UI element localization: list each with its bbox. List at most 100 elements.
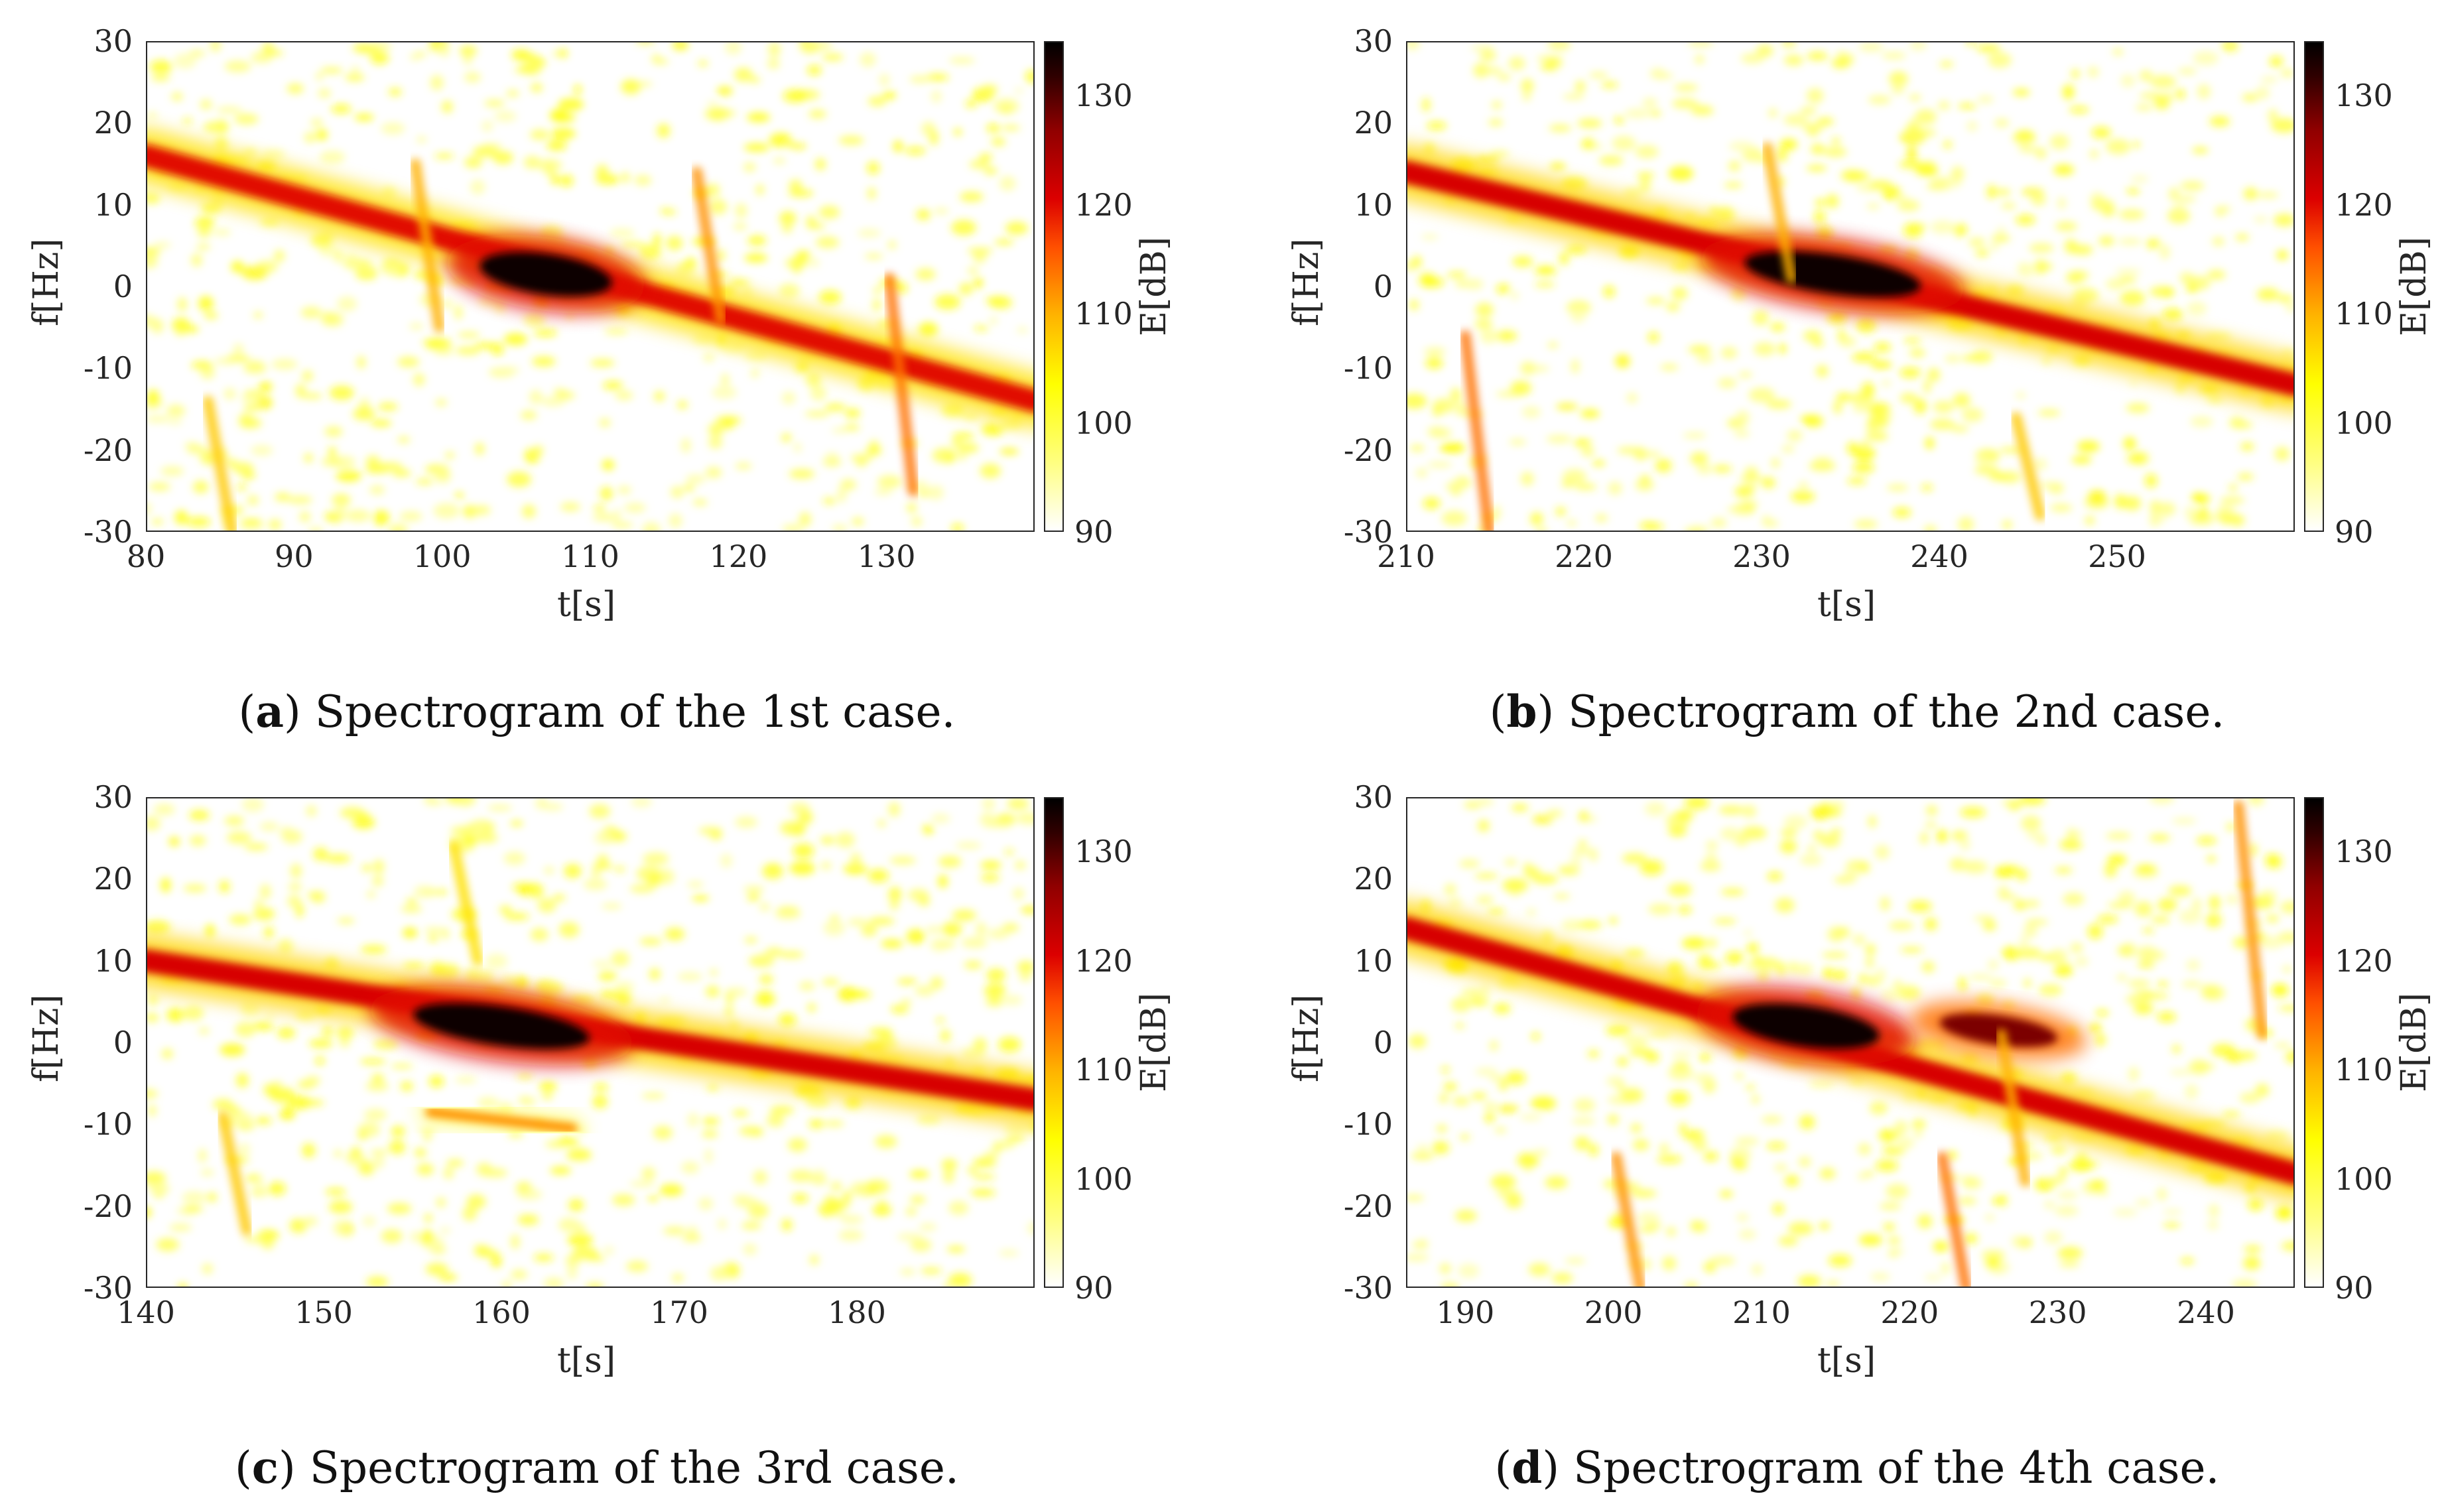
y-tick-label: 20: [94, 105, 133, 141]
noise-speck: [224, 816, 245, 826]
noise-speck: [2154, 95, 2170, 110]
noise-speck: [852, 517, 864, 526]
noise-speck: [290, 863, 302, 879]
noise-speck: [766, 1113, 785, 1127]
noise-speck: [149, 60, 173, 74]
heatmap-area: [146, 797, 1035, 1288]
noise-speck: [1783, 814, 1808, 830]
noise-speck: [419, 1229, 434, 1245]
noise-speck: [2248, 843, 2258, 857]
noise-speck: [866, 161, 880, 174]
noise-speck: [1766, 1142, 1787, 1150]
caption-text: Spectrogram of the 4th case.: [1573, 1442, 2220, 1493]
noise-speck: [1977, 95, 1994, 103]
noise-speck: [2059, 1261, 2081, 1267]
noise-speck: [319, 150, 346, 164]
noise-speck: [1927, 367, 1941, 382]
noise-speck: [1494, 1127, 1507, 1133]
noise-speck: [2248, 797, 2265, 806]
noise-speck: [352, 816, 375, 830]
colorbar-tick-label: 120: [1074, 942, 1133, 979]
noise-speck: [510, 1269, 528, 1280]
noise-speck: [698, 60, 708, 67]
noise-speck: [948, 1200, 969, 1216]
noise-speck: [388, 88, 402, 97]
noise-speck: [2255, 86, 2270, 99]
noise-speck: [1637, 1212, 1660, 1225]
noise-speck: [373, 859, 385, 875]
noise-speck: [156, 1237, 180, 1251]
noise-speck: [2071, 456, 2092, 464]
noise-speck: [477, 1097, 499, 1109]
noise-speck: [1960, 806, 1986, 818]
noise-speck: [2226, 822, 2236, 832]
noise-speck: [659, 1184, 684, 1196]
noise-speck: [370, 419, 392, 427]
noise-speck: [1490, 1174, 1516, 1190]
noise-speck: [1015, 812, 1035, 825]
noise-speck: [1830, 829, 1842, 835]
noise-speck: [1767, 871, 1783, 881]
noise-speck: [1720, 888, 1745, 896]
noise-speck: [2163, 1222, 2181, 1228]
heatmap-area: [1406, 41, 2295, 532]
noise-speck: [2248, 895, 2275, 909]
noise-speck: [887, 240, 897, 250]
noise-speck: [1799, 1114, 1816, 1130]
noise-speck: [1781, 445, 1795, 453]
noise-speck: [517, 1214, 539, 1226]
noise-speck: [1019, 972, 1031, 982]
noise-speck: [1504, 859, 1517, 866]
noise-speck: [2063, 894, 2084, 901]
colorbar-tick-label: 90: [1074, 514, 1114, 550]
noise-speck: [653, 1125, 673, 1140]
y-tick-label: 20: [1354, 861, 1393, 897]
x-tick-label: 80: [126, 538, 166, 574]
noise-speck: [781, 221, 793, 234]
noise-speck: [1570, 308, 1586, 324]
noise-speck: [462, 1206, 478, 1222]
noise-speck: [942, 1168, 955, 1184]
noise-speck: [782, 524, 804, 532]
noise-speck: [1831, 137, 1840, 145]
noise-speck: [1528, 1263, 1551, 1277]
noise-speck: [1666, 1227, 1677, 1237]
x-axis-label: t[s]: [557, 585, 616, 625]
noise-speck: [2273, 214, 2295, 227]
noise-speck: [1742, 804, 1757, 818]
noise-speck: [1778, 343, 1787, 354]
noise-speck: [761, 863, 784, 880]
noise-speck: [972, 1174, 996, 1180]
noise-speck: [2178, 909, 2202, 924]
noise-speck: [797, 810, 813, 825]
noise-speck: [879, 73, 890, 87]
noise-speck: [324, 426, 343, 437]
noise-speck: [1005, 1135, 1025, 1143]
noise-speck: [929, 129, 938, 146]
heatmap-svg: [1406, 797, 2295, 1288]
noise-speck: [1616, 1056, 1629, 1067]
noise-speck: [994, 239, 1014, 245]
noise-speck: [712, 385, 737, 399]
noise-speck: [767, 58, 780, 70]
noise-speck: [2219, 496, 2245, 504]
noise-speck: [909, 76, 930, 83]
noise-speck: [1748, 387, 1775, 403]
noise-speck: [1752, 310, 1770, 326]
noise-speck: [550, 1166, 572, 1175]
noise-speck: [346, 1151, 365, 1165]
noise-speck: [1844, 865, 1859, 881]
noise-speck: [186, 517, 211, 527]
noise-speck: [991, 137, 1006, 147]
colorbar-tick-label: 130: [1074, 78, 1133, 114]
colorbar-tick-label: 110: [1074, 296, 1133, 332]
y-tick-label: 0: [1373, 269, 1393, 304]
noise-speck: [1800, 107, 1817, 115]
spectrogram-panel-b: 30 20 10 0 -10 -20 -30 210 220 230 240 250 t[s] f[Hz]…: [1260, 0, 2446, 756]
noise-speck: [826, 1198, 844, 1214]
noise-speck: [2275, 1208, 2293, 1220]
noise-speck: [666, 235, 683, 251]
noise-speck: [2254, 216, 2268, 223]
noise-speck: [2163, 1209, 2183, 1215]
noise-speck: [523, 155, 541, 169]
